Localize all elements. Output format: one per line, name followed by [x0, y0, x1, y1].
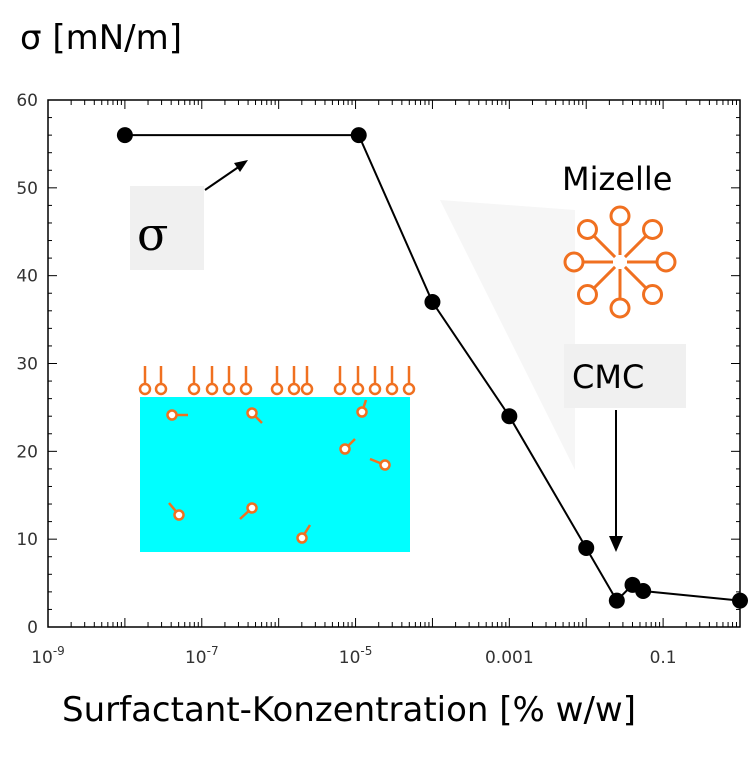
- dissolved-molecules: [166, 399, 391, 544]
- water-box: [140, 397, 410, 552]
- x-tick-labels: 10-9 10-7 10-5 0.001 0.1: [31, 644, 676, 668]
- surface-molecules: [138, 366, 416, 396]
- data-point: [350, 127, 367, 144]
- y-tick-label: 30: [16, 355, 38, 375]
- x-tick-label: 10-9: [31, 644, 65, 668]
- data-point: [635, 582, 652, 599]
- surfactant-head: [246, 502, 258, 514]
- data-point: [608, 592, 625, 609]
- micelle-head: [642, 218, 664, 240]
- surfactant-head: [270, 382, 284, 396]
- surfactant-head: [287, 382, 301, 396]
- background-shade: [440, 200, 575, 470]
- data-point: [116, 127, 133, 144]
- micelle-tail: [623, 265, 648, 290]
- data-point: [501, 408, 518, 425]
- surfactant-head: [166, 409, 178, 421]
- data-points: [116, 127, 748, 609]
- x-axis-title: Surfactant-Konzentration [% w/w]: [62, 690, 636, 730]
- micelle-head: [609, 297, 631, 319]
- surfactant-head: [333, 382, 347, 396]
- x-tick-label: 10-7: [185, 644, 219, 668]
- surfactant-head: [339, 443, 351, 455]
- micelle-head: [563, 251, 585, 273]
- micelle-head: [642, 284, 664, 306]
- cmc-label: CMC: [572, 358, 645, 396]
- sigma-label: σ: [137, 207, 169, 261]
- surfactant-head: [246, 407, 258, 419]
- micelle-head: [576, 284, 598, 306]
- micelle-head: [609, 205, 631, 227]
- surfactant-head: [300, 382, 314, 396]
- surfactant-head: [173, 509, 185, 521]
- x-tick-label: 0.1: [650, 648, 677, 668]
- surfactant-head: [154, 382, 168, 396]
- y-tick-label: 10: [16, 530, 38, 550]
- axis-ticks: [47, 99, 740, 628]
- y-tick-label: 0: [27, 618, 38, 638]
- surfactant-head: [239, 382, 253, 396]
- surfactant-head: [138, 382, 152, 396]
- cmc-arrow: [609, 410, 623, 552]
- micelle-tail: [623, 234, 648, 259]
- y-axis-title: σ [mN/m]: [20, 18, 183, 58]
- micelle-head: [576, 218, 598, 240]
- y-tick-label: 60: [16, 91, 38, 111]
- micelle-head: [655, 251, 677, 273]
- surfactant-head: [351, 382, 365, 396]
- surfactant-head: [379, 459, 391, 471]
- cmc-label-box: [564, 344, 686, 408]
- surfactant-head: [205, 382, 219, 396]
- surfactant-head: [222, 382, 236, 396]
- surfactant-head: [187, 382, 201, 396]
- micelle-icon: [563, 205, 677, 319]
- sigma-label-box: [130, 186, 204, 270]
- micelle-tail: [592, 234, 617, 259]
- y-tick-label: 40: [16, 267, 38, 287]
- surfactant-illustration: [138, 366, 416, 552]
- data-point: [578, 539, 595, 556]
- data-point: [424, 294, 441, 311]
- micelle-tail: [592, 265, 617, 290]
- y-tick-label: 50: [16, 179, 38, 199]
- surfactant-head: [385, 382, 399, 396]
- mizelle-label: Mizelle: [562, 160, 673, 198]
- x-tick-label: 0.001: [485, 648, 534, 668]
- surfactant-head: [356, 406, 368, 418]
- y-tick-label: 20: [16, 442, 38, 462]
- x-tick-label: 10-5: [339, 644, 373, 668]
- sigma-arrow: [204, 160, 248, 191]
- y-tick-labels: 0 10 20 30 40 50 60: [16, 91, 38, 638]
- surfactant-head: [402, 382, 416, 396]
- surfactant-head: [368, 382, 382, 396]
- data-point: [732, 592, 748, 609]
- surfactant-head: [296, 532, 308, 544]
